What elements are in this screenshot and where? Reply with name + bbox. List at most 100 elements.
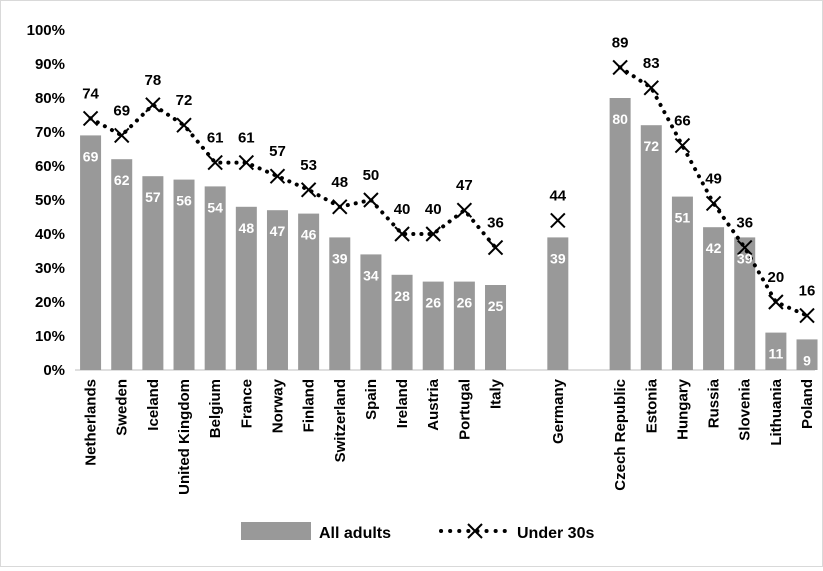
y-tick-label: 80% xyxy=(35,90,65,107)
y-tick-label: 90% xyxy=(35,56,65,73)
bar-value-label: 26 xyxy=(425,295,441,311)
x-tick-label: Estonia xyxy=(643,378,660,433)
x-tick-label: Spain xyxy=(363,379,380,420)
y-tick-label: 70% xyxy=(35,124,65,141)
bar xyxy=(703,227,725,370)
bar-value-label: 28 xyxy=(394,288,410,304)
legend-label-all-adults: All adults xyxy=(319,525,391,542)
bar xyxy=(391,274,413,370)
line-point-marker xyxy=(643,80,659,96)
bar xyxy=(671,196,693,370)
line-value-label: 72 xyxy=(176,92,193,109)
bar-value-label: 46 xyxy=(301,227,317,243)
line-value-label: 20 xyxy=(768,269,785,286)
x-tick-label: Austria xyxy=(425,378,442,430)
y-tick-label: 30% xyxy=(35,260,65,277)
y-tick-label: 10% xyxy=(35,328,65,345)
bar-value-label: 57 xyxy=(145,189,161,205)
bar-value-label: 48 xyxy=(239,220,255,236)
line-value-label: 36 xyxy=(736,215,753,232)
bar xyxy=(453,281,475,370)
marker-stroke xyxy=(394,226,410,242)
line-value-label: 57 xyxy=(269,143,286,160)
bar-value-label: 51 xyxy=(675,210,691,226)
marker-stroke xyxy=(425,226,441,242)
legend-bar-swatch xyxy=(241,522,311,540)
marker-stroke xyxy=(456,202,473,218)
bar-value-label: 25 xyxy=(488,298,504,314)
marker-stroke xyxy=(799,307,815,324)
x-tick-label: Sweden xyxy=(114,379,131,436)
x-tick-label: Finland xyxy=(301,379,318,432)
marker-stroke xyxy=(114,127,130,144)
line-value-label: 69 xyxy=(113,102,130,119)
x-tick-label: Switzerland xyxy=(332,379,349,462)
bar xyxy=(609,98,631,370)
bar-value-label: 26 xyxy=(457,295,473,311)
bar xyxy=(547,237,569,370)
marker-stroke xyxy=(300,182,317,198)
bar xyxy=(80,135,102,370)
line-value-label: 78 xyxy=(145,72,162,89)
bar-value-label: 80 xyxy=(612,111,628,127)
bar-value-label: 42 xyxy=(706,240,722,256)
line-value-label: 61 xyxy=(207,130,224,147)
bar xyxy=(111,159,133,370)
bar xyxy=(298,213,320,370)
bar xyxy=(422,281,444,370)
line-point-marker xyxy=(737,239,753,256)
y-tick-label: 60% xyxy=(35,158,65,175)
bar-value-label: 11 xyxy=(768,346,783,362)
bar-value-label: 47 xyxy=(270,223,286,239)
line-value-label: 74 xyxy=(82,85,99,102)
line-point-marker xyxy=(705,195,722,212)
line-value-label: 83 xyxy=(643,55,660,72)
line-point-marker xyxy=(332,199,348,215)
x-tick-label: Hungary xyxy=(674,378,691,440)
marker-stroke xyxy=(674,137,691,154)
line-point-marker xyxy=(394,226,410,242)
bar-layer xyxy=(80,98,818,370)
bar xyxy=(360,254,382,370)
line-point-marker xyxy=(145,97,161,113)
line-point-marker xyxy=(82,110,99,127)
line-point-marker xyxy=(674,137,691,154)
x-tick-label: Iceland xyxy=(145,379,162,431)
bar-value-label: 62 xyxy=(114,172,130,188)
x-tick-label: Lithuania xyxy=(768,378,785,445)
line-value-label: 47 xyxy=(456,177,473,194)
bar-value-label: 56 xyxy=(176,193,192,209)
line-point-marker xyxy=(238,154,255,171)
line-point-marker xyxy=(114,127,130,144)
x-tick-label: Poland xyxy=(799,379,816,429)
label-layer: 69 62 57 56 54 48 47 46 39 34 28 26 26 25 39 80 72 51 42 39… xyxy=(82,34,815,368)
line-value-label: 66 xyxy=(674,113,691,130)
line-value-label: 53 xyxy=(300,157,317,174)
bar-value-label: 39 xyxy=(332,250,348,266)
bar xyxy=(266,210,288,370)
line-value-label: 48 xyxy=(331,174,348,191)
bar-value-label: 34 xyxy=(363,267,379,283)
line-value-label: 36 xyxy=(487,215,504,232)
bar xyxy=(173,179,195,370)
legend-x-marker xyxy=(467,523,483,539)
bar xyxy=(734,237,756,370)
marker-stroke xyxy=(207,154,223,171)
bar xyxy=(204,186,226,370)
x-tick-label: Norway xyxy=(269,378,286,433)
x-tick-label: Portugal xyxy=(456,379,473,440)
line-value-label: 40 xyxy=(394,201,411,218)
line-point-marker xyxy=(799,307,815,324)
bar xyxy=(485,285,507,370)
line-point-marker xyxy=(269,168,286,184)
bar-value-label: 39 xyxy=(550,250,566,266)
y-tick-label: 50% xyxy=(35,192,65,209)
line-point-marker xyxy=(456,202,473,218)
bar xyxy=(142,176,164,370)
bar-value-label: 54 xyxy=(207,199,223,215)
line-value-label: 44 xyxy=(549,187,566,204)
marker-stroke xyxy=(705,195,722,212)
marker-stroke xyxy=(768,294,784,310)
marker-stroke xyxy=(550,212,566,229)
